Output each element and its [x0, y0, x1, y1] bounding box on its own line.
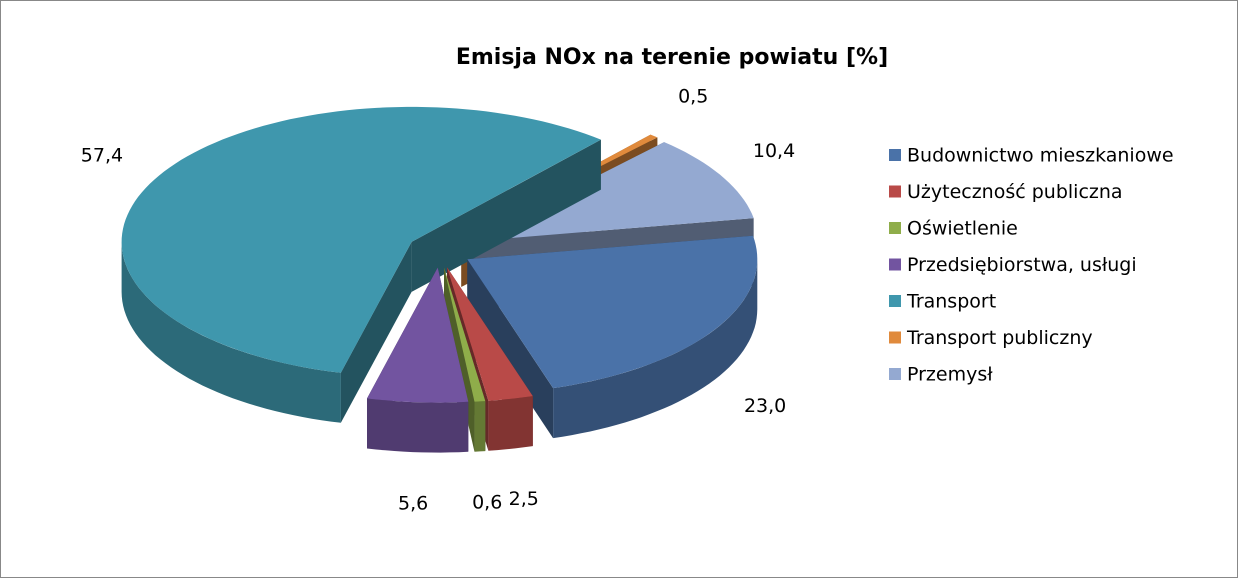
slice — [467, 235, 758, 439]
legend-swatch — [889, 368, 901, 380]
legend-label: Budownictwo mieszkaniowe — [907, 145, 1174, 167]
data-label: 57,4 — [81, 144, 123, 166]
legend-swatch — [889, 258, 901, 271]
legend-swatch — [889, 331, 901, 344]
slice — [447, 267, 533, 401]
data-label: 0,6 — [472, 491, 502, 513]
legend-label: Użyteczność publiczna — [907, 181, 1123, 203]
slice-side — [474, 401, 486, 452]
slice — [366, 267, 469, 453]
legend-label: Przedsiębiorstwa, usługi — [907, 254, 1137, 276]
legend-swatch — [889, 222, 901, 234]
slice — [121, 106, 601, 423]
legend-swatch — [889, 295, 901, 307]
chart-title: Emisja NOx na terenie powiatu [%] — [456, 45, 888, 70]
legend-swatch — [889, 185, 901, 198]
legend-swatch — [889, 149, 901, 161]
slice-side — [411, 139, 601, 292]
data-label: 0,5 — [678, 86, 708, 108]
slice — [467, 235, 758, 389]
slice — [444, 267, 486, 402]
legend-label: Transport — [906, 291, 996, 313]
legend-label: Oświetlenie — [907, 218, 1018, 240]
slice-side — [488, 396, 533, 451]
data-label: 5,6 — [398, 493, 428, 515]
slice-side — [367, 398, 469, 453]
slice — [367, 267, 469, 403]
data-label: 23,0 — [744, 395, 786, 417]
legend-label: Transport publiczny — [906, 327, 1093, 349]
slice-side — [553, 259, 758, 439]
data-label: 10,4 — [753, 140, 795, 162]
slice-side — [467, 259, 554, 439]
data-label: 2,5 — [509, 488, 539, 510]
slice-side — [121, 241, 341, 423]
legend-label: Przemysł — [907, 364, 993, 386]
slice-side — [340, 241, 412, 423]
slice — [121, 106, 601, 373]
